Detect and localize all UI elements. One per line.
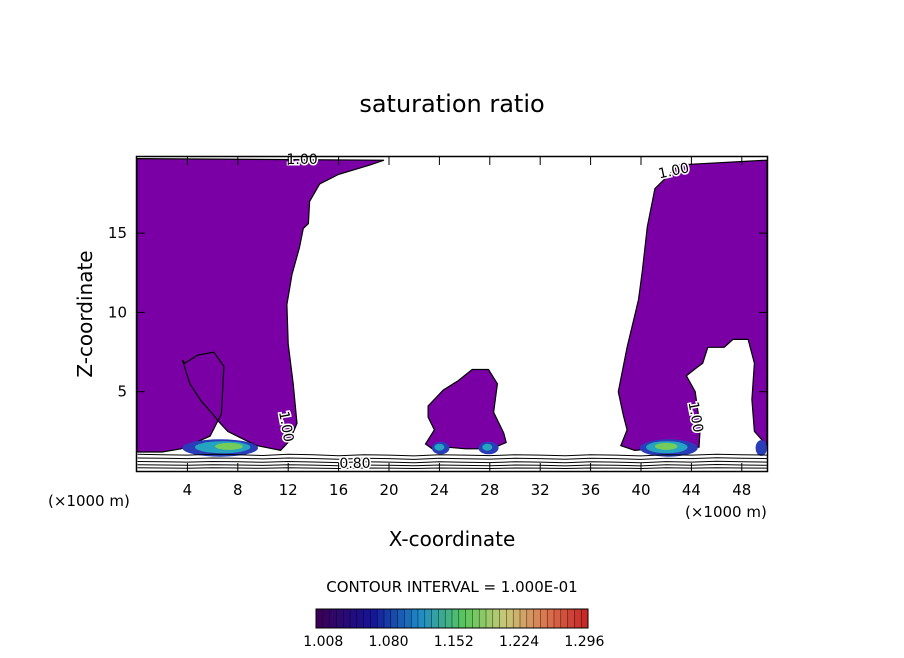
colorbar-tick-label-5: 1.296: [564, 634, 604, 650]
y-tick-label-5: 5: [117, 383, 127, 401]
colorbar-cell-16: [418, 609, 426, 628]
chart-title: saturation ratio: [359, 90, 544, 118]
colorbar-cell-23: [465, 609, 473, 628]
colorbar-cell-35: [547, 609, 555, 628]
colorbar-cell-39: [574, 609, 582, 628]
hot-spot-7: [482, 443, 493, 451]
x-unit-right: (×1000 m): [685, 503, 767, 521]
colorbar-cell-34: [540, 609, 548, 628]
contour-label-1: 1.00: [287, 152, 318, 168]
y-tick-label-15: 15: [108, 224, 127, 242]
contour-region-2: [424, 368, 507, 452]
isoline-1: [137, 453, 768, 457]
x-tick-label-44: 44: [682, 481, 701, 499]
colorbar-cell-14: [404, 609, 412, 628]
x-tick-label-8: 8: [233, 481, 243, 499]
colorbar-cell-20: [445, 609, 453, 628]
colorbar-cell-11: [384, 609, 392, 628]
colorbar-cell-28: [499, 609, 507, 628]
colorbar-cell-7: [356, 609, 364, 628]
colorbar-cell-37: [560, 609, 568, 628]
y-tick-label-10: 10: [108, 303, 127, 321]
colorbar-tick-label-3: 1.152: [434, 634, 474, 650]
colorbar-cell-40: [581, 609, 589, 628]
hot-spot-3: [215, 442, 243, 450]
colorbar-cell-24: [472, 609, 480, 628]
colorbar-cell-1: [316, 609, 324, 628]
y-axis-label: Z-coordinate: [73, 250, 97, 377]
colorbar-cell-8: [363, 609, 371, 628]
colorbar-tick-label-1: 1.008: [303, 634, 343, 650]
colorbar-cell-30: [513, 609, 521, 628]
colorbar-cell-25: [479, 609, 487, 628]
x-tick-label-28: 28: [480, 481, 499, 499]
plot-frame: [135, 155, 769, 473]
hot-spot-10: [654, 442, 678, 450]
x-tick-label-16: 16: [329, 481, 348, 499]
hot-spot-11: [755, 440, 767, 456]
isoline-2: [137, 457, 768, 460]
colorbar-cell-15: [411, 609, 419, 628]
colorbar-cell-33: [533, 609, 541, 628]
colorbar-cell-6: [350, 609, 358, 628]
contour-region-3: [617, 159, 768, 452]
plot-area: 1.001.001.00 1.000.80: [136, 151, 768, 473]
contour-interval-text: CONTOUR INTERVAL = 1.000E-01: [326, 578, 577, 596]
isoline-4: [137, 463, 768, 467]
colorbar-cell-17: [424, 609, 432, 628]
colorbar-cell-13: [397, 609, 405, 628]
y-axis: 5 10 15: [108, 224, 767, 401]
x-tick-label-20: 20: [379, 481, 398, 499]
colorbar-cell-38: [567, 609, 575, 628]
x-tick-label-48: 48: [732, 481, 751, 499]
colorbar-cell-19: [438, 609, 446, 628]
x-tick-label-40: 40: [631, 481, 650, 499]
colorbar: [315, 608, 589, 629]
colorbar-cell-2: [322, 609, 330, 628]
colorbar-cell-3: [329, 609, 337, 628]
x-tick-label-4: 4: [183, 481, 193, 499]
x-unit-left: (×1000 m): [48, 492, 130, 510]
colorbar-cell-27: [492, 609, 500, 628]
colorbar-cell-36: [554, 609, 562, 628]
isoline-5: [137, 467, 768, 470]
colorbar-cell-29: [506, 609, 514, 628]
colorbar-cell-22: [458, 609, 466, 628]
hot-spot-5: [434, 443, 445, 451]
x-axis-label: X-coordinate: [389, 527, 516, 551]
isoline-3: [137, 460, 768, 464]
colorbar-cell-26: [486, 609, 494, 628]
x-axis: 4 8 12 16 20 24 28 32 36 40 44 48: [183, 157, 751, 499]
colorbar-cell-12: [390, 609, 398, 628]
x-tick-label-24: 24: [430, 481, 449, 499]
colorbar-ticks: 1.008 1.080 1.152 1.224 1.296: [303, 634, 604, 650]
colorbar-cell-32: [526, 609, 534, 628]
contour-label-5: 0.80: [339, 456, 370, 472]
colorbar-cell-21: [452, 609, 460, 628]
colorbar-cell-4: [336, 609, 344, 628]
colorbar-cell-10: [377, 609, 385, 628]
colorbar-tick-label-4: 1.224: [499, 634, 539, 650]
colorbar-tick-label-2: 1.080: [368, 634, 408, 650]
colorbar-cell-9: [370, 609, 378, 628]
colorbar-frame: [315, 608, 589, 629]
colorbar-cell-31: [520, 609, 528, 628]
contour-region-1: [136, 157, 385, 453]
x-tick-label-12: 12: [279, 481, 298, 499]
colorbar-cell-5: [343, 609, 351, 628]
x-tick-label-36: 36: [581, 481, 600, 499]
x-tick-label-32: 32: [531, 481, 550, 499]
colorbar-cell-18: [431, 609, 439, 628]
